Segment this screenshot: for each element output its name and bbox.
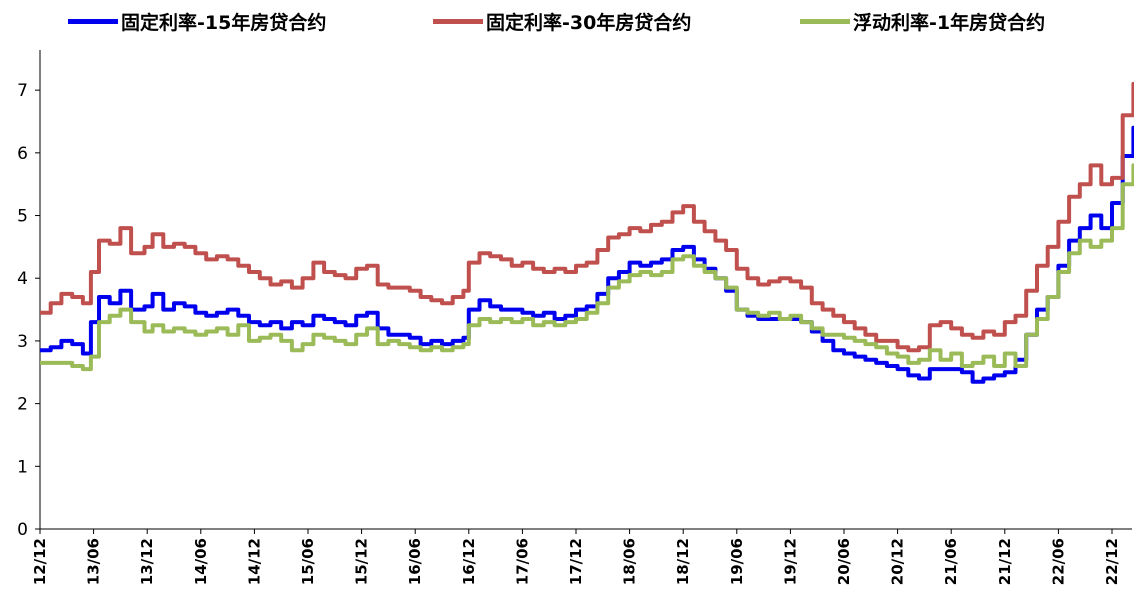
x-tick-label: 19/06	[728, 538, 746, 585]
legend-label-fixed-15y: 固定利率-15年房贷合约	[121, 12, 327, 34]
x-tick-label: 17/06	[513, 538, 531, 585]
y-tick-label: 4	[17, 269, 28, 289]
x-tick-label: 21/12	[996, 538, 1014, 585]
x-tick-label: 17/12	[567, 538, 585, 585]
chart-axes: 0 1 2 3 4 5 6 7 12/12 13/06 13/12 14/06 14/12 15/06 15…	[17, 50, 1132, 585]
x-tick-label: 18/12	[674, 538, 692, 585]
series-line-0	[40, 125, 1134, 384]
legend-swatch-floating-1y	[800, 19, 850, 24]
x-tick-label: 15/06	[299, 538, 317, 585]
y-tick-label: 1	[17, 457, 28, 477]
x-tick-label: 13/12	[138, 538, 156, 585]
x-tick-label: 22/12	[1103, 538, 1121, 585]
x-tick-label: 13/06	[85, 538, 103, 585]
legend-item-fixed-30y: 固定利率-30年房贷合约	[433, 8, 691, 35]
y-tick-label: 5	[17, 207, 28, 227]
x-tick-label: 16/12	[460, 538, 478, 585]
x-tick-label: 14/06	[192, 538, 210, 585]
x-tick-label: 12/12	[31, 538, 49, 585]
legend-swatch-fixed-30y	[433, 19, 483, 24]
series-line-2	[40, 163, 1134, 372]
legend-item-fixed-15y: 固定利率-15年房贷合约	[68, 8, 326, 35]
x-tick-label: 16/06	[406, 538, 424, 585]
series-line-1	[40, 81, 1134, 353]
legend-label-floating-1y: 浮动利率-1年房贷合约	[853, 12, 1046, 34]
x-tick-label: 15/12	[353, 538, 371, 585]
legend-item-floating-1y: 浮动利率-1年房贷合约	[800, 8, 1045, 35]
y-tick-label: 6	[17, 144, 28, 164]
y-tick-label: 2	[17, 395, 28, 415]
x-tick-label: 22/06	[1049, 538, 1067, 585]
y-tick-label: 7	[17, 81, 28, 101]
chart-legend: 固定利率-15年房贷合约 固定利率-30年房贷合约 浮动利率-1年房贷合约	[0, 4, 1134, 40]
x-tick-label: 14/12	[245, 538, 263, 585]
x-tick-label: 20/12	[889, 538, 907, 585]
y-tick-label: 0	[17, 520, 28, 540]
y-tick-label: 3	[17, 332, 28, 352]
x-tick-label: 18/06	[621, 538, 639, 585]
chart-series	[40, 81, 1134, 384]
legend-swatch-fixed-15y	[68, 19, 118, 24]
x-tick-label: 19/12	[781, 538, 799, 585]
legend-label-fixed-30y: 固定利率-30年房贷合约	[486, 12, 692, 34]
x-tick-label: 20/06	[835, 538, 853, 585]
x-tick-label: 21/06	[942, 538, 960, 585]
